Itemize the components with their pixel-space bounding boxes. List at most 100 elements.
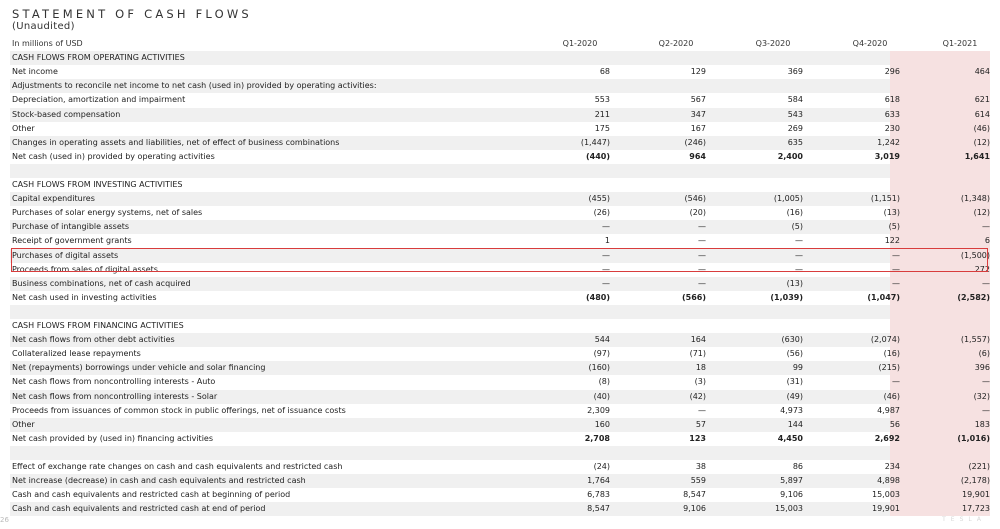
row-label: Proceeds from sales of digital assets (12, 264, 158, 274)
value-cell: (8) (598, 377, 610, 387)
table-row: CASH FLOWS FROM INVESTING ACTIVITIES (10, 178, 990, 192)
table-row: Net cash used in investing activities (48… (10, 291, 990, 305)
value-cell: (20) (689, 208, 706, 218)
value-cell: (246) (684, 137, 706, 147)
value-cell: 4,987 (877, 405, 900, 415)
row-label: Collateralized lease repayments (12, 349, 141, 359)
table-row: Net cash flows from noncontrolling inter… (10, 375, 990, 389)
table-row: Depreciation, amortization and impairmen… (10, 93, 990, 107)
statement-title: STATEMENT OF CASH FLOWS (12, 7, 252, 21)
value-cell: (97) (593, 349, 610, 359)
row-stripe (10, 248, 990, 263)
value-cell: (546) (684, 194, 706, 204)
value-cell: 15,003 (775, 504, 803, 514)
value-cell: — (982, 405, 990, 415)
table-row: Net cash (used in) provided by operating… (10, 150, 990, 164)
value-cell: (16) (883, 349, 900, 359)
value-cell: (455) (588, 194, 610, 204)
value-cell: 964 (689, 151, 706, 161)
value-cell: (1,557) (960, 335, 990, 345)
value-cell: — (892, 278, 900, 288)
value-cell: — (892, 264, 900, 274)
row-label: Net cash (used in) provided by operating… (12, 151, 215, 161)
table-row: Net increase (decrease) in cash and cash… (10, 474, 990, 488)
value-cell: 160 (594, 419, 610, 429)
table-row: Changes in operating assets and liabilit… (10, 136, 990, 150)
value-cell: 17,723 (962, 504, 990, 514)
value-cell: 296 (884, 67, 900, 77)
row-label: Net cash used in investing activities (12, 292, 157, 302)
value-cell: — (602, 250, 610, 260)
value-cell: (46) (883, 391, 900, 401)
value-cell: — (602, 278, 610, 288)
column-header: Q3-2020 (755, 39, 791, 48)
value-cell: — (795, 236, 803, 246)
row-stripe (10, 51, 990, 66)
value-cell: (630) (781, 335, 803, 345)
value-cell: (12) (973, 208, 990, 218)
value-cell: — (698, 250, 706, 260)
value-cell: (5) (888, 222, 900, 232)
row-label: Cash and cash equivalents and restricted… (12, 504, 266, 514)
value-cell: (1,039) (770, 292, 803, 302)
value-cell: 1,242 (877, 137, 900, 147)
row-label: CASH FLOWS FROM OPERATING ACTIVITIES (12, 53, 185, 63)
row-label: Receipt of government grants (12, 236, 132, 246)
row-stripe (10, 107, 990, 122)
value-cell: (31) (786, 377, 803, 387)
column-header: Q4-2020 (852, 39, 888, 48)
value-cell: 553 (594, 95, 610, 105)
value-cell: — (698, 405, 706, 415)
value-cell: (5) (791, 222, 803, 232)
row-stripe (10, 276, 990, 291)
value-cell: 211 (594, 109, 610, 119)
value-cell: (26) (593, 208, 610, 218)
value-cell: (440) (585, 151, 610, 161)
row-stripe (10, 502, 990, 517)
row-label: Business combinations, net of cash acqui… (12, 278, 191, 288)
value-cell: 4,973 (780, 405, 803, 415)
value-cell: (13) (786, 278, 803, 288)
value-cell: 86 (792, 462, 803, 471)
value-cell: 8,547 (587, 504, 610, 514)
highlighted-digital-assets-rows (11, 248, 988, 272)
table-row: Receipt of government grants 1 — — 122 6 (10, 234, 990, 248)
table-row: Cash and cash equivalents and restricted… (10, 502, 990, 516)
value-cell: 144 (787, 419, 803, 429)
value-cell: 621 (974, 95, 990, 105)
value-cell: — (982, 278, 990, 288)
table-row: Purchase of intangible assets — — (5) (5) — (10, 220, 990, 234)
row-label: Purchases of digital assets (12, 250, 119, 260)
row-label: Effect of exchange rate changes on cash … (12, 462, 343, 471)
value-cell: 2,708 (584, 433, 610, 443)
row-label: Stock-based compensation (12, 109, 121, 119)
value-cell: 19,901 (872, 504, 900, 514)
value-cell: (221) (968, 462, 990, 471)
value-cell: 8,547 (683, 490, 706, 500)
row-stripe (10, 333, 990, 348)
value-cell: (1,447) (580, 137, 610, 147)
value-cell: 230 (884, 123, 900, 133)
value-cell: 6 (984, 236, 990, 246)
value-cell: (1,151) (870, 194, 900, 204)
value-cell: — (795, 250, 803, 260)
row-label: CASH FLOWS FROM INVESTING ACTIVITIES (12, 180, 183, 189)
value-cell: 635 (787, 137, 803, 147)
value-cell: 272 (974, 264, 990, 274)
value-cell: 1,764 (587, 476, 610, 486)
value-cell: 38 (695, 462, 706, 471)
value-cell: 123 (689, 433, 706, 443)
row-label: Net income (12, 67, 58, 77)
row-stripe (10, 304, 990, 319)
table-row (10, 164, 990, 178)
value-cell: 567 (690, 95, 706, 105)
table-row: Net (repayments) borrowings under vehicl… (10, 361, 990, 375)
row-label: Cash and cash equivalents and restricted… (12, 490, 291, 500)
value-cell: — (698, 278, 706, 288)
row-label: Net cash flows from noncontrolling inter… (12, 377, 216, 387)
unit-label: In millions of USD (12, 39, 83, 48)
value-cell: (2,582) (957, 292, 990, 302)
value-cell: 175 (594, 123, 610, 133)
value-cell: 57 (695, 419, 706, 429)
table-row: Purchases of solar energy systems, net o… (10, 206, 990, 220)
